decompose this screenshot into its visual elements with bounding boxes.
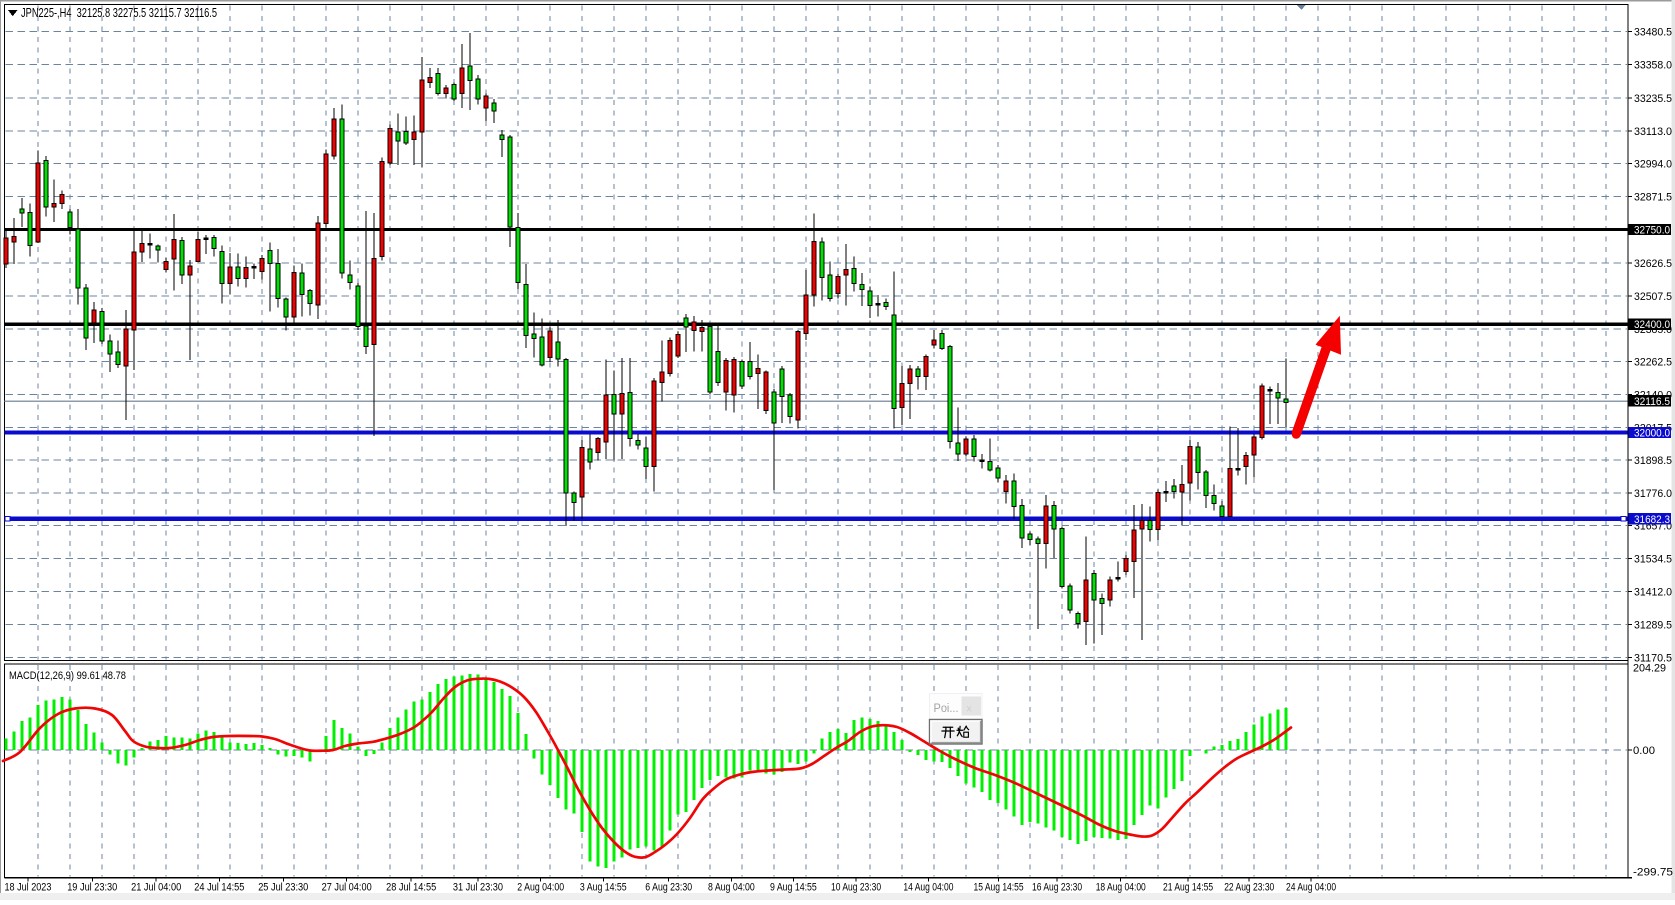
svg-text:21 Aug 14:55: 21 Aug 14:55	[1163, 882, 1213, 894]
svg-text:28 Jul 14:55: 28 Jul 14:55	[386, 882, 436, 894]
svg-text:32507.5: 32507.5	[1634, 291, 1672, 303]
svg-text:33113.0: 33113.0	[1634, 126, 1672, 138]
svg-text:31412.0: 31412.0	[1634, 587, 1672, 599]
svg-text:14 Aug 04:00: 14 Aug 04:00	[903, 882, 953, 894]
svg-text:32994.0: 32994.0	[1634, 158, 1672, 170]
svg-text:24 Jul 14:55: 24 Jul 14:55	[194, 882, 244, 894]
svg-text:0.00: 0.00	[1633, 745, 1655, 757]
svg-text:24 Aug 04:00: 24 Aug 04:00	[1286, 882, 1336, 894]
svg-text:31776.0: 31776.0	[1634, 488, 1672, 500]
svg-text:31898.5: 31898.5	[1634, 455, 1672, 467]
svg-text:10 Aug 23:30: 10 Aug 23:30	[831, 882, 881, 894]
svg-text:8 Aug 04:00: 8 Aug 04:00	[708, 882, 755, 894]
svg-text:16 Aug 23:30: 16 Aug 23:30	[1032, 882, 1082, 894]
svg-text:MACD(12,26,9) 99.61 48.78: MACD(12,26,9) 99.61 48.78	[9, 670, 126, 682]
svg-text:18 Jul 2023: 18 Jul 2023	[5, 882, 52, 894]
svg-text:32400.0: 32400.0	[1634, 319, 1670, 331]
svg-text:19 Jul 23:30: 19 Jul 23:30	[67, 882, 117, 894]
svg-text:33235.5: 33235.5	[1634, 93, 1672, 105]
svg-text:3 Aug 14:55: 3 Aug 14:55	[580, 882, 627, 894]
svg-text:6 Aug 23:30: 6 Aug 23:30	[645, 882, 692, 894]
svg-text:31 Jul 23:30: 31 Jul 23:30	[453, 882, 503, 894]
svg-text:2 Aug 04:00: 2 Aug 04:00	[517, 882, 564, 894]
svg-text:9 Aug 14:55: 9 Aug 14:55	[770, 882, 817, 894]
svg-text:x: x	[967, 703, 973, 715]
svg-text:JPN225-,H4 32125.8 32275.5 32: JPN225-,H4 32125.8 32275.5 32115.7 32116…	[21, 6, 217, 20]
svg-text:33358.0: 33358.0	[1634, 60, 1672, 72]
svg-text:21 Jul 04:00: 21 Jul 04:00	[131, 882, 181, 894]
svg-text:-299.75: -299.75	[1633, 867, 1673, 879]
svg-text:31289.5: 31289.5	[1634, 620, 1672, 632]
svg-text:31682.3: 31682.3	[1634, 514, 1670, 526]
svg-text:32116.5: 32116.5	[1634, 396, 1670, 408]
svg-text:18 Aug 04:00: 18 Aug 04:00	[1096, 882, 1146, 894]
svg-text:32626.5: 32626.5	[1634, 258, 1672, 270]
svg-text:25 Jul 23:30: 25 Jul 23:30	[258, 882, 308, 894]
svg-text:Poi...: Poi...	[934, 703, 959, 715]
svg-text:32000.0: 32000.0	[1634, 428, 1670, 440]
svg-text:204.29: 204.29	[1633, 663, 1666, 675]
svg-text:22 Aug 23:30: 22 Aug 23:30	[1224, 882, 1274, 894]
svg-text:27 Jul 04:00: 27 Jul 04:00	[322, 882, 372, 894]
svg-text:32871.5: 32871.5	[1634, 191, 1672, 203]
svg-text:32262.5: 32262.5	[1634, 356, 1672, 368]
svg-text:33480.5: 33480.5	[1634, 27, 1672, 39]
svg-text:31534.5: 31534.5	[1634, 553, 1672, 565]
svg-text:15 Aug 14:55: 15 Aug 14:55	[974, 882, 1024, 894]
svg-text:32750.0: 32750.0	[1634, 225, 1670, 237]
